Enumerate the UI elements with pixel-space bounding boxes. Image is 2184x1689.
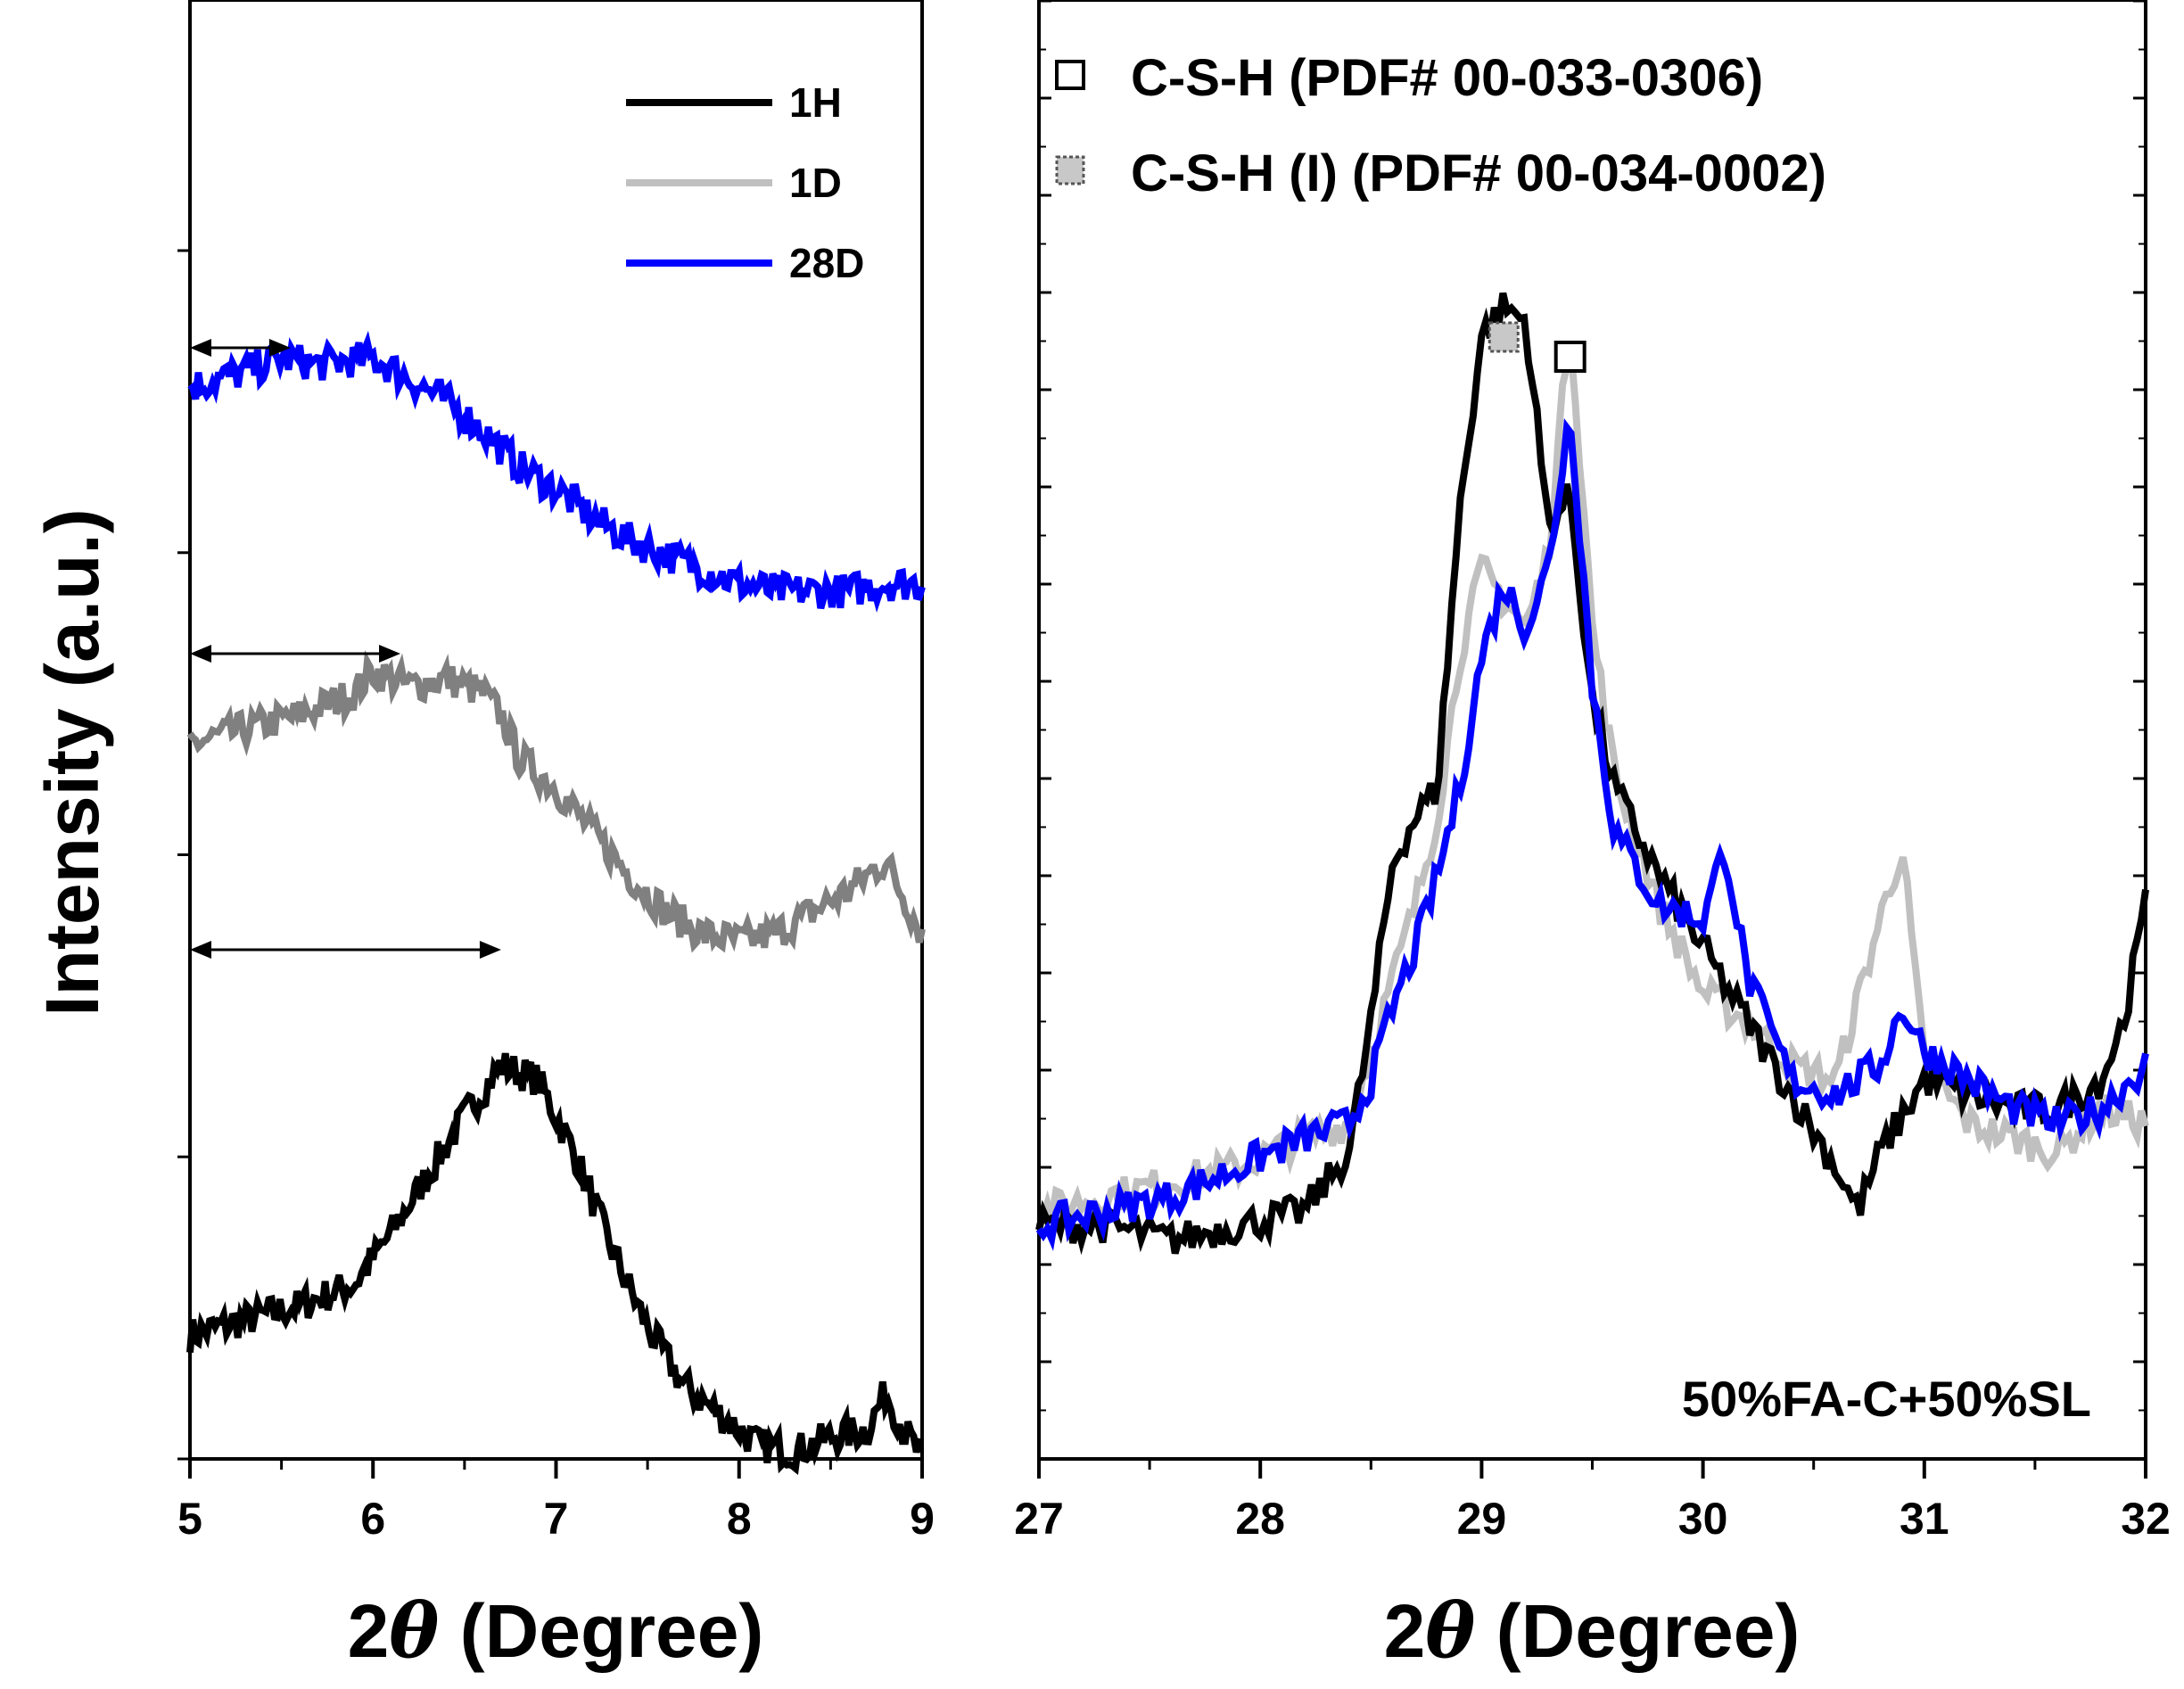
right-x-tick-label: 27 bbox=[1014, 1494, 1064, 1544]
legend-label-csh-1: C-S-H (PDF# 00-033-0306) bbox=[1131, 49, 1763, 107]
left-x-tick-label: 9 bbox=[910, 1494, 935, 1544]
right-series-1h bbox=[1035, 292, 2149, 1256]
peak-marker-csh-i bbox=[1488, 321, 1520, 353]
legend-label-1d: 1D bbox=[789, 160, 842, 206]
left-series-group bbox=[186, 330, 926, 1476]
legend-swatch-csh-i-gray-square bbox=[1055, 155, 1085, 185]
right-plot-frame bbox=[1037, 0, 2147, 1461]
right-series-28d bbox=[1035, 417, 2149, 1251]
right-x-tick-label: 32 bbox=[2121, 1494, 2171, 1544]
peak-marker-csh bbox=[1554, 341, 1586, 373]
legend-label-csh-2: C-S-H (I) (PDF# 00-034-0002) bbox=[1131, 144, 1826, 202]
right-x-tick-label: 28 bbox=[1235, 1494, 1285, 1544]
left-legend: 1H 1D 28D bbox=[626, 79, 864, 286]
left-series-1h bbox=[186, 1052, 923, 1476]
left-panel: 5 6 7 8 9 1H 1D 28D 2θ (Degree) bbox=[177, 0, 935, 1675]
left-x-tick-label: 5 bbox=[177, 1494, 202, 1544]
double-arrow-28d bbox=[190, 339, 291, 357]
right-axis-ticks: 27 28 29 30 31 32 bbox=[1014, 0, 2171, 1544]
right-series-group bbox=[1035, 292, 2149, 1256]
legend-label-1h: 1H bbox=[789, 79, 842, 126]
sample-annotation: 50%FA-C+50%SL bbox=[1682, 1371, 2091, 1427]
right-phase-markers bbox=[1488, 321, 1586, 373]
legend-swatch-csh-open-square bbox=[1055, 60, 1085, 90]
left-series-28d bbox=[187, 330, 926, 613]
left-x-tick-label: 6 bbox=[360, 1494, 385, 1544]
right-panel: 27 28 29 30 31 32 C-S-H (PDF# 00-033-0306)C-S… bbox=[1014, 0, 2171, 1675]
left-x-tick-label: 7 bbox=[544, 1494, 569, 1544]
right-x-tick-label: 31 bbox=[1900, 1494, 1949, 1544]
legend-label-28d: 28D bbox=[789, 240, 864, 286]
left-x-tick-label: 8 bbox=[727, 1494, 752, 1544]
right-legend: C-S-H (PDF# 00-033-0306) C-S-H (I) (PDF# … bbox=[1055, 49, 1826, 202]
double-arrow-1d bbox=[190, 645, 401, 663]
left-arrows-group bbox=[190, 339, 501, 959]
right-x-tick-label: 30 bbox=[1678, 1494, 1728, 1544]
double-arrow-1h bbox=[190, 941, 501, 959]
right-x-axis-title: 2θ (Degree) bbox=[1384, 1586, 1801, 1675]
left-axis-ticks: 5 6 7 8 9 bbox=[177, 249, 935, 1544]
right-x-tick-label: 29 bbox=[1457, 1494, 1507, 1544]
left-x-axis-title: 2θ (Degree) bbox=[348, 1586, 764, 1675]
left-series-1d bbox=[186, 649, 926, 953]
left-plot-frame bbox=[188, 0, 924, 1461]
y-axis-title: Intensity (a.u.) bbox=[30, 508, 114, 1016]
